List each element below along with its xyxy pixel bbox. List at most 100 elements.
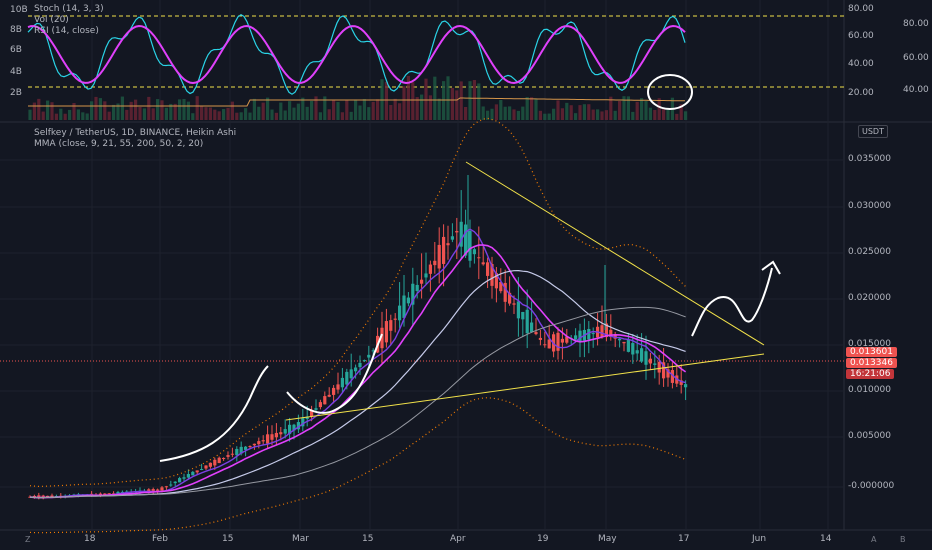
- stoch-tick-2: 40.00: [848, 59, 874, 69]
- volume-bar: [54, 113, 58, 120]
- candle-body: [173, 481, 177, 484]
- candle-body: [340, 377, 344, 388]
- volume-bar: [142, 108, 146, 120]
- volume-bars: [28, 75, 688, 120]
- volume-bar: [186, 101, 190, 120]
- candle-body: [235, 448, 239, 456]
- candle-body: [508, 292, 512, 304]
- candle-body: [182, 477, 186, 479]
- hand-arrow-head: [761, 260, 781, 275]
- volume-bar: [151, 108, 155, 120]
- candle-body: [538, 337, 542, 340]
- volume-bar: [587, 104, 591, 120]
- candle-body: [626, 339, 630, 352]
- candle-body: [213, 459, 217, 466]
- symbol-title: Selfkey / TetherUS, 1D, BINANCE, Heikin …: [34, 128, 237, 138]
- candle-body: [349, 369, 353, 379]
- volume-bar: [362, 98, 366, 120]
- volume-bar: [406, 75, 410, 120]
- volume-bar: [252, 98, 256, 120]
- volume-bar: [613, 110, 617, 120]
- volume-bar: [68, 109, 72, 120]
- candle-body: [345, 371, 349, 385]
- volume-bar: [283, 110, 287, 120]
- candle-body: [587, 329, 591, 340]
- volume-bar: [574, 113, 578, 120]
- volume-bar: [81, 112, 85, 120]
- stoch-tick-1: 60.00: [848, 31, 874, 41]
- volume-bar: [560, 108, 564, 120]
- legend-stoch: Stoch (14, 3, 3): [34, 4, 104, 14]
- volume-bar: [618, 100, 622, 120]
- candle-body: [107, 493, 111, 495]
- candle-body: [37, 495, 41, 498]
- candle-body: [684, 384, 688, 388]
- candle-body: [437, 244, 441, 269]
- volume-bar: [384, 81, 388, 120]
- candle-body: [226, 455, 230, 457]
- price-tick-3: 0.020000: [848, 293, 891, 303]
- zoom-button[interactable]: Z: [25, 535, 31, 544]
- candle-body: [640, 348, 644, 362]
- candle-body: [389, 320, 393, 331]
- candle-body: [270, 434, 274, 440]
- candle-body: [450, 236, 454, 240]
- volume-bar: [138, 107, 142, 120]
- candle-body: [239, 446, 243, 454]
- time-tick-3: Mar: [292, 534, 309, 544]
- time-tick-10: 14: [820, 534, 832, 544]
- volume-bar: [552, 108, 556, 120]
- candle-body: [600, 325, 604, 337]
- price-tick-0: 0.035000: [848, 154, 891, 164]
- candle-body: [310, 410, 314, 417]
- volume-bar: [248, 112, 252, 120]
- volume-bar: [433, 76, 437, 120]
- volume-bar: [195, 96, 199, 120]
- volume-bar: [103, 101, 107, 120]
- auto-scale-button[interactable]: A: [871, 535, 877, 544]
- log-scale-button[interactable]: B: [900, 535, 906, 544]
- candle-body: [556, 332, 560, 351]
- candle-body: [50, 495, 54, 498]
- vol-tick-2: 6B: [10, 45, 22, 55]
- volume-bar: [222, 109, 226, 120]
- candle-body: [266, 434, 270, 444]
- candle-body: [428, 264, 432, 274]
- volume-bar: [274, 112, 278, 120]
- volume-bar: [437, 98, 441, 120]
- volume-bar: [648, 107, 652, 120]
- volume-bar: [481, 106, 485, 120]
- volume-bar: [98, 98, 102, 120]
- candle-body: [591, 333, 595, 335]
- stoch-d-line: [27, 24, 686, 85]
- candle-body: [648, 358, 652, 364]
- rsi-tick-1: 60.00: [903, 53, 929, 63]
- currency-label[interactable]: USDT: [858, 125, 888, 138]
- volume-bar: [640, 98, 644, 120]
- close-price-badge: 0.013346: [846, 358, 897, 368]
- volume-bar: [156, 99, 160, 120]
- volume-bar: [164, 107, 168, 120]
- volume-bar: [679, 104, 683, 120]
- volume-bar: [604, 110, 608, 120]
- candle-body: [217, 457, 221, 464]
- volume-bar: [626, 96, 630, 120]
- candle-body: [455, 231, 459, 233]
- volume-bar: [376, 99, 380, 120]
- volume-bar: [204, 107, 208, 120]
- ascending-trendline: [285, 353, 765, 421]
- volume-bar: [450, 88, 454, 120]
- candle-body: [380, 327, 384, 349]
- candle-body: [525, 309, 529, 334]
- volume-bar: [169, 103, 173, 120]
- mma-legend: MMA (close, 9, 21, 55, 200, 50, 2, 20): [34, 139, 204, 149]
- volume-bar: [107, 111, 111, 120]
- last-price-badge: 0.013601: [846, 347, 897, 357]
- volume-bar: [288, 101, 292, 120]
- volume-bar: [301, 97, 305, 120]
- volume-bar: [393, 98, 397, 120]
- volume-bar: [120, 96, 124, 120]
- volume-bar: [37, 98, 41, 120]
- stoch-k-line: [27, 13, 686, 95]
